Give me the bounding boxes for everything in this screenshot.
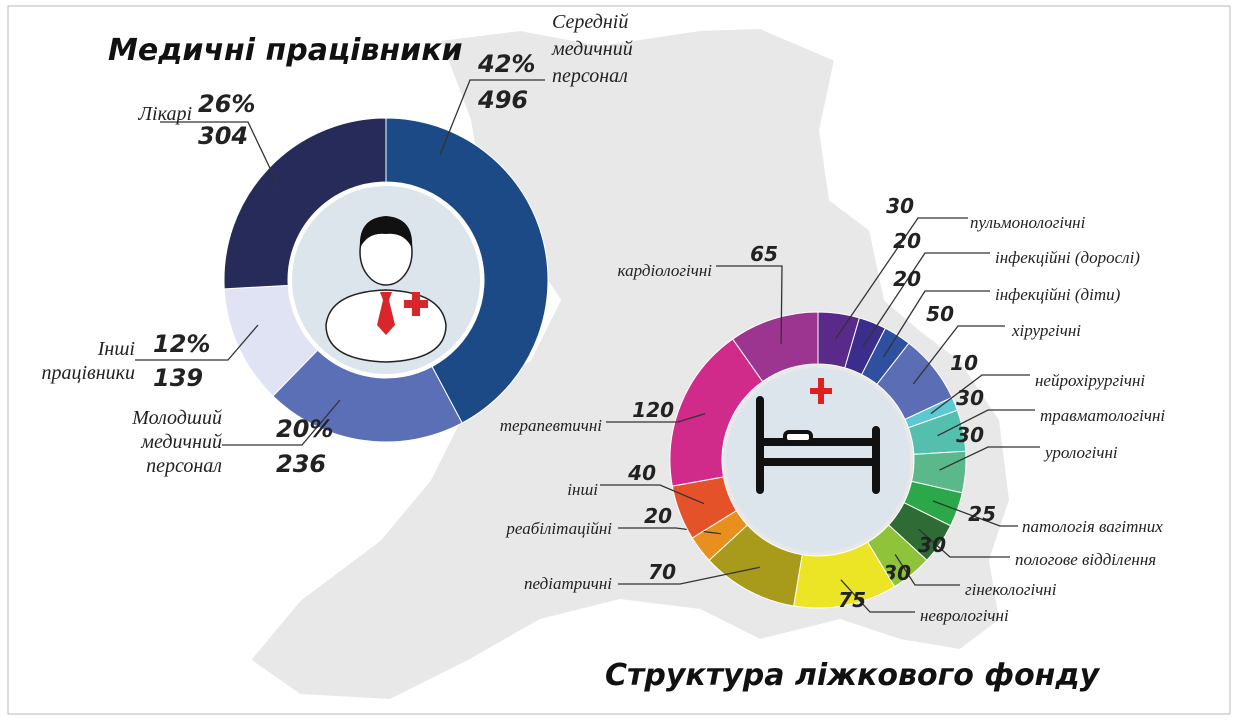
value-label: 20 <box>644 504 672 528</box>
donut-segment <box>272 349 463 443</box>
category-label: травматологічні <box>1040 406 1165 425</box>
category-label: нейрохірургічні <box>1035 371 1145 390</box>
icons <box>325 216 880 494</box>
leader-line <box>160 121 279 186</box>
leader-line <box>918 528 1010 558</box>
leader-line <box>618 566 761 585</box>
share-label: 20% <box>276 415 333 443</box>
donut-segment <box>223 117 387 290</box>
leader-line <box>840 579 915 613</box>
share-label: 26% <box>198 90 255 118</box>
value-label: 496 <box>477 86 528 114</box>
value-label: 30 <box>886 194 914 218</box>
leader-line <box>937 409 1035 437</box>
value-label: 20 <box>893 229 921 253</box>
leader-line <box>135 324 259 361</box>
value-label: 120 <box>632 398 674 422</box>
icon-part <box>783 430 813 444</box>
value-label: 65 <box>750 242 778 266</box>
category-label: інфекційні (дорослі) <box>995 248 1140 267</box>
category-label: педіатричні <box>524 574 612 593</box>
leader-line <box>939 446 1040 471</box>
value-label: 30 <box>956 386 984 410</box>
category-label: хірургічні <box>1011 321 1081 340</box>
category-label: пологове відділення <box>1015 550 1156 569</box>
leader-line <box>912 325 1005 385</box>
value-label: 40 <box>627 461 656 485</box>
category-label: урологічні <box>1043 443 1118 462</box>
icon-part <box>359 216 413 248</box>
value-label: 139 <box>153 364 203 392</box>
icon-part <box>810 378 832 404</box>
category-label: кардіологічні <box>618 261 713 280</box>
leader-line <box>600 484 705 505</box>
share-label: 42% <box>477 50 535 78</box>
value-label: 10 <box>950 351 978 375</box>
leader-line <box>222 399 341 446</box>
leader-line <box>716 265 783 344</box>
leader-line <box>882 290 990 358</box>
value-label: 30 <box>918 533 946 557</box>
category-label: інфекційні (діти) <box>995 285 1121 304</box>
leader-line <box>862 252 990 347</box>
value-label: 25 <box>968 502 996 526</box>
category-label: патологія вагітних <box>1022 517 1163 536</box>
category-label: Середній медичний персонал <box>551 11 633 87</box>
icon-part <box>377 292 395 335</box>
donut-segment <box>732 311 819 383</box>
chart-title: Медичні працівники <box>108 33 463 68</box>
icon-part <box>756 396 880 494</box>
value-label: 50 <box>926 302 954 326</box>
category-label: Молодший медичний персонал <box>131 407 222 477</box>
category-label: Лікарі <box>137 103 192 125</box>
category-label: Інші працівники <box>41 338 135 384</box>
category-label: гінекологічні <box>965 580 1057 599</box>
category-label: реабілітаційні <box>505 519 612 538</box>
category-label: інші <box>567 480 598 499</box>
category-label: терапевтичні <box>500 416 603 435</box>
leader-line <box>834 217 968 340</box>
category-label: пульмонологічні <box>970 213 1086 232</box>
leader-line <box>932 500 1018 527</box>
leader-line <box>618 527 721 535</box>
donut-segment <box>385 117 549 424</box>
value-label: 70 <box>648 560 676 584</box>
leader-line <box>930 374 1030 415</box>
value-label: 75 <box>838 588 866 612</box>
chart-title: Структура ліжкового фонду <box>605 658 1101 693</box>
leader-line <box>894 554 960 586</box>
value-label: 30 <box>956 423 984 447</box>
leader-line <box>439 79 545 156</box>
icon-part <box>404 292 428 316</box>
leader-line <box>606 413 706 423</box>
category-label: неврологічні <box>920 606 1009 625</box>
value-label: 20 <box>893 267 921 291</box>
value-label: 304 <box>198 122 248 150</box>
share-label: 12% <box>153 330 210 358</box>
value-label: 236 <box>276 450 326 478</box>
